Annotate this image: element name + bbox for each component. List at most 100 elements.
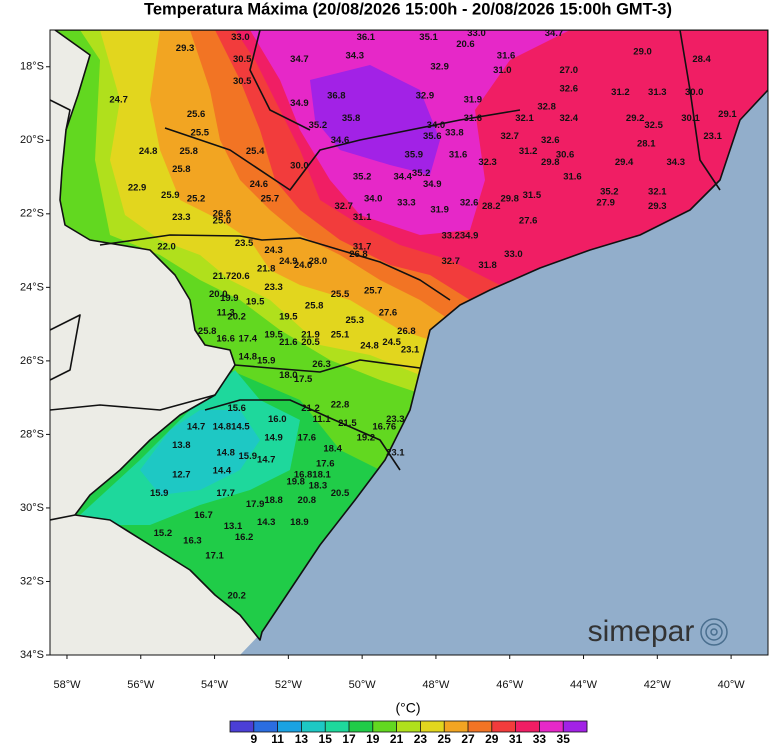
x-tick-label: 46°W: [496, 679, 524, 691]
plot-frame: [49, 29, 769, 656]
station-value: 27.0: [560, 65, 579, 76]
state-border: [164, 109, 521, 191]
y-tick-label: 26°S: [20, 355, 44, 367]
colorbar-swatch: [325, 721, 350, 732]
station-value: 20.6: [231, 271, 250, 282]
station-value: 28.1: [637, 138, 656, 149]
station-value: 32.9: [430, 61, 449, 72]
station-value: 32.6: [460, 197, 479, 208]
station-value: 25.9: [161, 190, 180, 201]
station-value: 15.9: [150, 488, 169, 499]
station-value: 22.0: [157, 241, 176, 252]
station-value: 16.76: [372, 422, 396, 433]
station-value: 11.3: [217, 308, 235, 319]
colorbar-swatch: [349, 721, 374, 732]
station-value: 17.6: [298, 433, 317, 444]
colorbar-swatch: [230, 721, 255, 732]
station-value: 31.3: [648, 87, 667, 98]
station-value: 13.8: [172, 440, 191, 451]
station-value: 35.2: [309, 120, 328, 131]
station-value: 31.0: [493, 65, 512, 76]
station-value: 19.8: [286, 477, 305, 488]
station-value: 31.6: [497, 50, 516, 61]
station-value: 34.7: [290, 54, 309, 65]
colorbar-tick-label: 23: [414, 732, 428, 744]
station-value: 14.4: [213, 466, 232, 477]
station-value: 34.4: [393, 172, 412, 183]
station-value: 31.6: [563, 172, 582, 183]
station-value: 29.2: [626, 113, 645, 124]
station-value: 31.2: [519, 146, 538, 157]
station-value: 25.7: [364, 286, 383, 297]
colorbar-frame: [229, 720, 588, 733]
station-value: 33.8: [445, 127, 464, 138]
station-value: 30.0: [290, 161, 309, 172]
station-value: 16.8: [294, 469, 313, 480]
station-value: 29.4: [615, 157, 634, 168]
station-value: 25.5: [331, 289, 350, 300]
station-value: 34.9: [460, 230, 479, 241]
station-value: 34.3: [667, 157, 686, 168]
station-value: 32.1: [515, 113, 534, 124]
station-value: 19.5: [264, 330, 283, 341]
x-tick-label: 40°W: [718, 679, 746, 691]
colorbar-swatch: [277, 721, 302, 732]
map-title: Temperatura Máxima (20/08/2026 15:00h - …: [144, 0, 672, 18]
station-value: 24.6: [250, 179, 269, 190]
station-value: 25.8: [172, 164, 191, 175]
station-value: 30.0: [685, 87, 704, 98]
station-value: 14.8: [239, 352, 258, 363]
colorbar-tick-label: 9: [250, 732, 257, 744]
station-value: 31.6: [464, 113, 483, 124]
station-value: 14.5: [231, 422, 250, 433]
station-value: 30.6: [556, 150, 575, 161]
station-value: 20.5: [301, 337, 320, 348]
station-value: 36.8: [327, 91, 346, 102]
station-value: 29.8: [500, 194, 519, 205]
station-value: 29.3: [176, 43, 195, 54]
station-value: 31.9: [464, 94, 483, 105]
station-value: 27.9: [596, 197, 615, 208]
station-value: 34.7: [545, 28, 564, 39]
station-value: 25.4: [246, 146, 265, 157]
station-value: 34.6: [331, 135, 350, 146]
colorbar-swatch: [491, 721, 516, 732]
station-value: 36.1: [357, 32, 376, 43]
station-value: 31.1: [353, 212, 372, 223]
country-border: [50, 99, 71, 131]
station-value: 23.1: [401, 344, 420, 355]
state-border: [234, 359, 421, 373]
station-value: 21.9: [301, 330, 320, 341]
station-value: 25.0: [213, 216, 232, 227]
station-value: 29.0: [633, 47, 652, 58]
state-border: [204, 399, 401, 471]
x-tick-label: 50°W: [349, 679, 377, 691]
station-value: 19.5: [246, 297, 265, 308]
station-value: 25.1: [331, 330, 350, 341]
station-value: 28.4: [692, 54, 711, 65]
colorbar-tick-label: 27: [461, 732, 475, 744]
country-border: [50, 514, 76, 521]
station-value: 35.8: [342, 113, 361, 124]
station-value: 17.5: [294, 374, 313, 385]
x-tick-label: 58°W: [53, 679, 81, 691]
colorbar-swatch: [539, 721, 564, 732]
station-value: 17.1: [205, 550, 224, 561]
station-value: 23.5: [235, 238, 254, 249]
temp-zone: [310, 65, 440, 175]
station-value: 16.2: [235, 532, 254, 543]
station-value: 20.6: [456, 39, 475, 50]
state-border: [679, 30, 721, 191]
station-value: 33.0: [231, 32, 250, 43]
colorbar-label: (°C): [395, 700, 420, 716]
y-tick-label: 24°S: [20, 281, 44, 293]
x-tick-label: 48°W: [422, 679, 450, 691]
station-value: 32.7: [334, 201, 353, 212]
colorbar-swatch: [444, 721, 469, 732]
colorbar-tick-label: 35: [557, 732, 571, 744]
station-value: 13.1: [224, 521, 243, 532]
colorbar-swatch: [468, 721, 493, 732]
station-value: 24.8: [360, 341, 379, 352]
station-labels: 33.0 36.1 35.1 33.0 34.7 29.3 34.3 34.7 31.6 29.0…: [109, 28, 737, 602]
